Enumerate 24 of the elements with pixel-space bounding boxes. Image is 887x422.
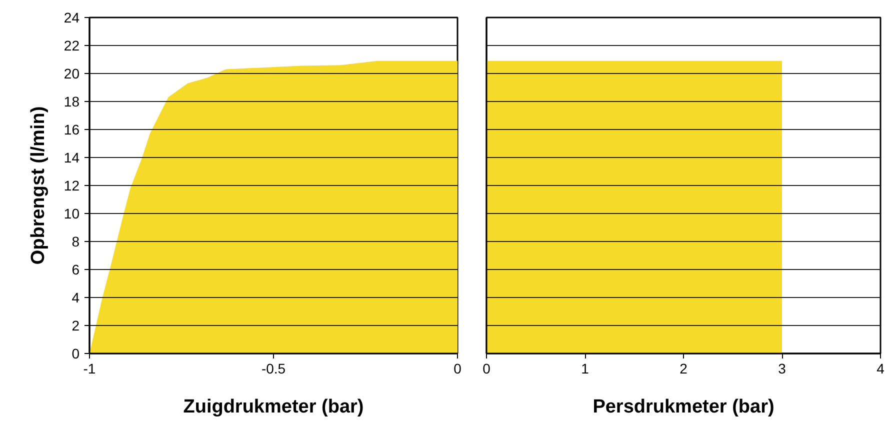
x-axis-title: Persdrukmeter (bar) xyxy=(592,396,774,418)
y-tick-label: 0 xyxy=(72,346,80,362)
x-tick-label: 0 xyxy=(482,360,491,376)
y-tick-label: 12 xyxy=(64,178,80,194)
y-axis-title: Opbrengst (l/min) xyxy=(28,106,49,265)
x-tick-label: 3 xyxy=(778,360,786,376)
x-tick-label: -0.5 xyxy=(261,360,286,376)
y-tick-label: 22 xyxy=(64,38,80,54)
y-tick-label: 16 xyxy=(64,122,80,138)
y-tick-label: 8 xyxy=(72,234,80,250)
y-tick-label: 14 xyxy=(64,150,80,166)
x-tick-label: 1 xyxy=(581,360,590,376)
x-tick-label: -1 xyxy=(83,360,96,376)
y-tick-label: 24 xyxy=(64,10,80,26)
x-axis-title: Zuigdrukmeter (bar) xyxy=(183,396,364,418)
y-tick-label: 18 xyxy=(64,94,80,110)
y-tick-label: 4 xyxy=(72,290,80,306)
x-tick-label: 0 xyxy=(454,360,462,376)
x-tick-label: 2 xyxy=(680,360,688,376)
y-tick-label: 20 xyxy=(64,66,80,82)
y-tick-label: 10 xyxy=(64,206,80,222)
x-tick-label: 4 xyxy=(876,360,885,376)
y-tick-label: 6 xyxy=(72,262,80,278)
y-tick-label: 2 xyxy=(72,318,80,334)
